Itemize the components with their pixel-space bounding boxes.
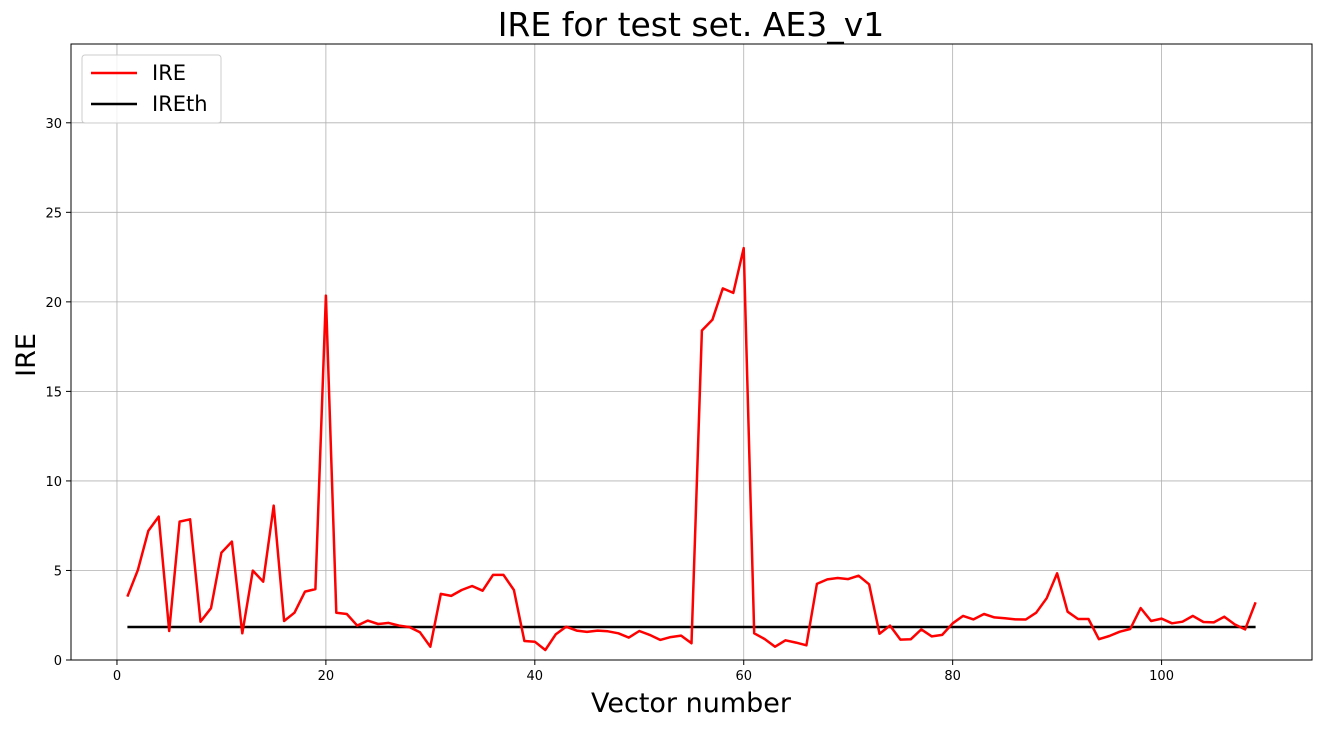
x-tick-label: 60 <box>735 669 752 684</box>
x-tick-label: 40 <box>527 669 544 684</box>
y-tick-label: 25 <box>45 206 62 221</box>
ticks: 0 20 40 60 80 100 0 5 10 15 20 25 30 <box>45 117 1174 684</box>
x-tick-label: 100 <box>1149 669 1174 684</box>
y-tick-label: 0 <box>54 654 62 669</box>
y-tick-label: 30 <box>45 117 62 132</box>
y-axis-label: IRE <box>11 333 42 377</box>
y-tick-label: 10 <box>45 475 62 490</box>
chart-title: IRE for test set. AE3_v1 <box>498 5 885 44</box>
plot-frame <box>71 44 1312 660</box>
y-tick-label: 20 <box>45 296 62 311</box>
y-tick-label: 5 <box>54 564 62 579</box>
x-tick-label: 80 <box>944 669 961 684</box>
grid <box>71 44 1312 660</box>
legend-label-ire: IRE <box>152 61 186 85</box>
y-tick-label: 15 <box>45 385 62 400</box>
legend: IRE IREth <box>82 55 221 123</box>
x-tick-label: 0 <box>113 669 121 684</box>
series-lines <box>127 248 1255 650</box>
x-axis-label: Vector number <box>591 688 792 719</box>
series-line-ire <box>127 248 1255 650</box>
legend-label-ireth: IREth <box>152 92 208 116</box>
x-tick-label: 20 <box>318 669 335 684</box>
